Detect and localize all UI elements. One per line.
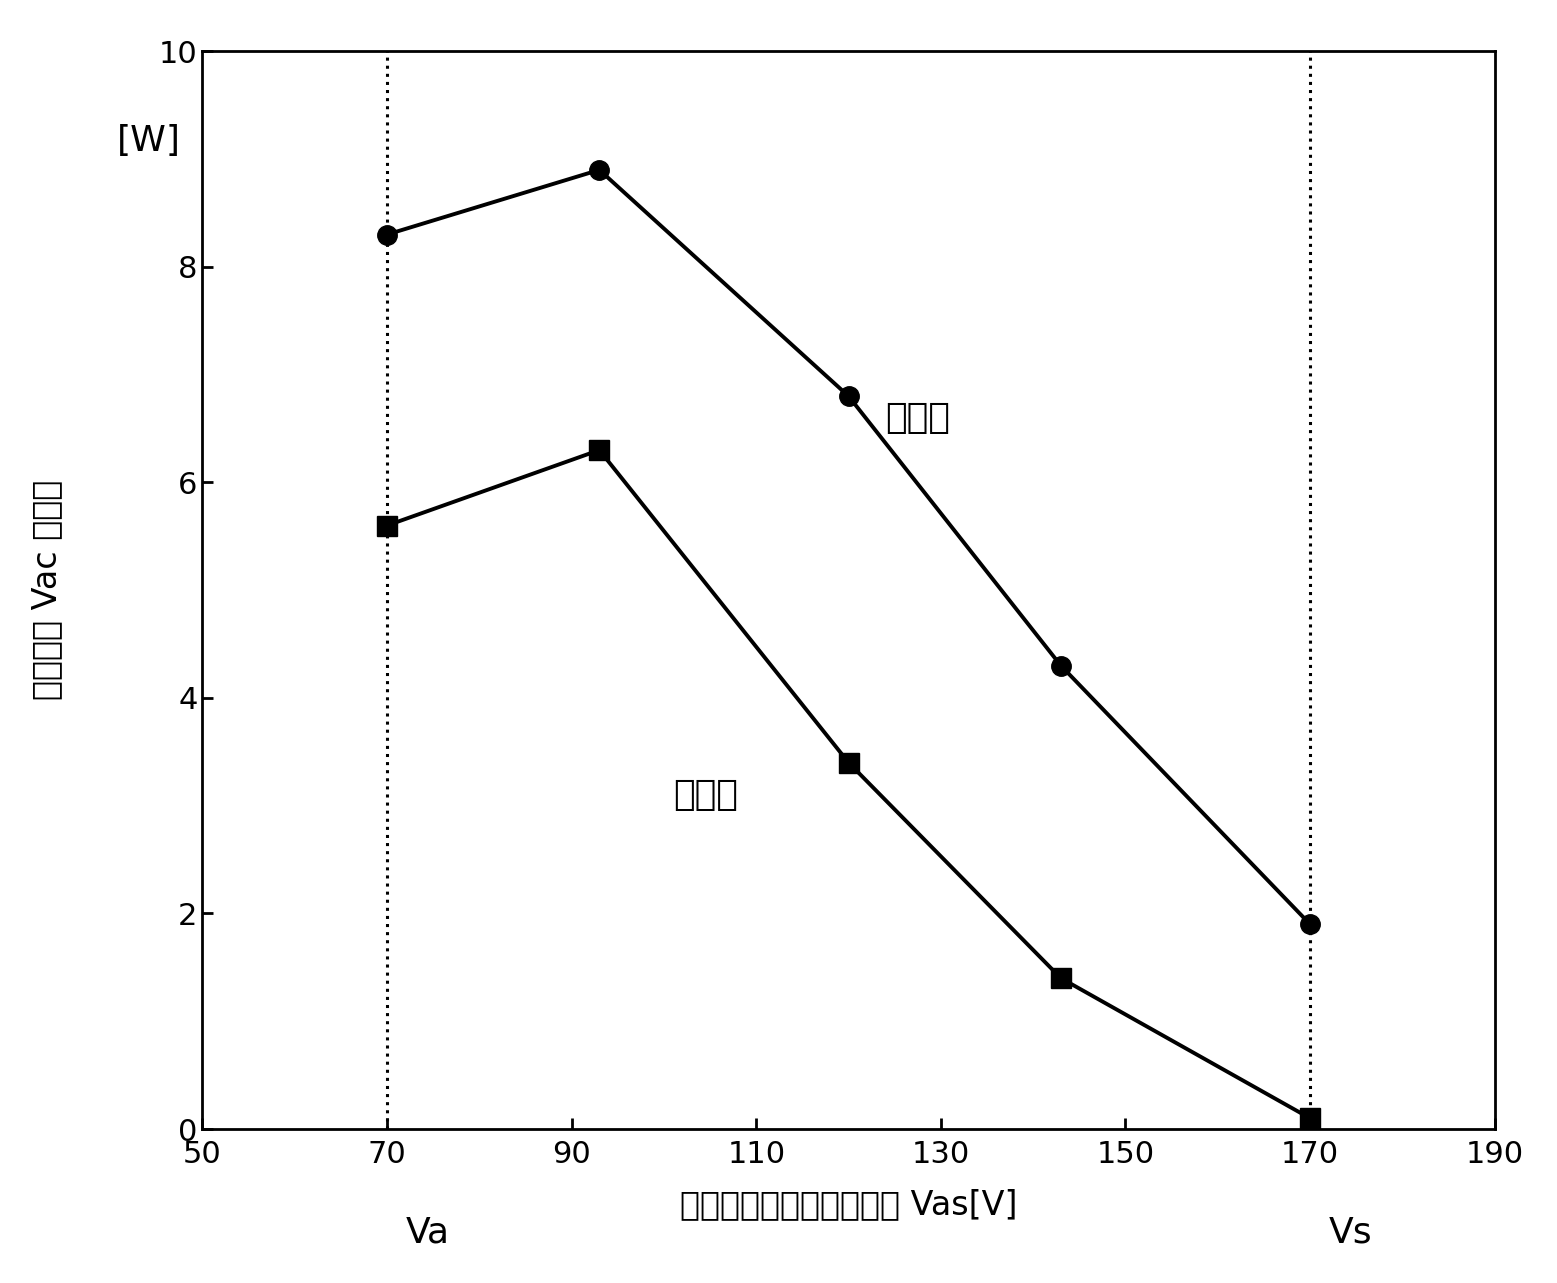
Text: 全白时: 全白时: [886, 400, 950, 435]
Text: 流入电源 Vac 的电力: 流入电源 Vac 的电力: [30, 480, 64, 701]
Text: Vs: Vs: [1328, 1215, 1372, 1250]
X-axis label: 吸持期间时的寻址电压、 Vas[V]: 吸持期间时的寻址电压、 Vas[V]: [680, 1188, 1017, 1221]
Text: 全黑时: 全黑时: [673, 777, 738, 812]
Text: [W]: [W]: [117, 124, 181, 158]
Text: Va: Va: [405, 1215, 450, 1250]
